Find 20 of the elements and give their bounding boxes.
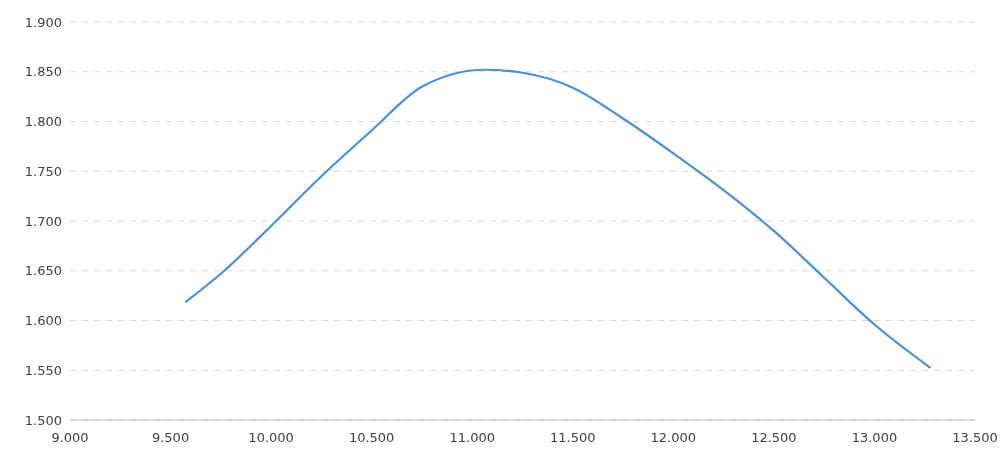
y-tick-label: 1.750 [24,163,62,179]
y-tick-label: 1.550 [24,362,62,378]
x-tick-label: 10.000 [248,430,294,445]
x-tick-label: 10.500 [348,430,395,445]
y-tick-label: 1.700 [24,213,62,229]
x-tick-label: 13.000 [851,430,898,445]
y-tick-label: 1.900 [24,14,62,30]
x-tick-label: 12.500 [751,430,797,445]
y-tick-label: 1.800 [24,114,62,130]
line-series [184,68,931,369]
x-tick-label: 11.500 [550,430,596,445]
x-tick-label: 12.000 [650,430,697,445]
x-tick-label: 9.000 [51,430,89,445]
x-tick-label: 11.000 [449,430,495,445]
y-tick-label: 1.650 [24,263,62,279]
y-tick-label: 1.500 [24,412,62,428]
x-tick-label: 9.500 [151,430,190,445]
x-tick-label: 13.500 [952,430,998,445]
y-tick-label: 1.850 [24,64,62,80]
y-tick-label: 1.600 [24,313,62,329]
